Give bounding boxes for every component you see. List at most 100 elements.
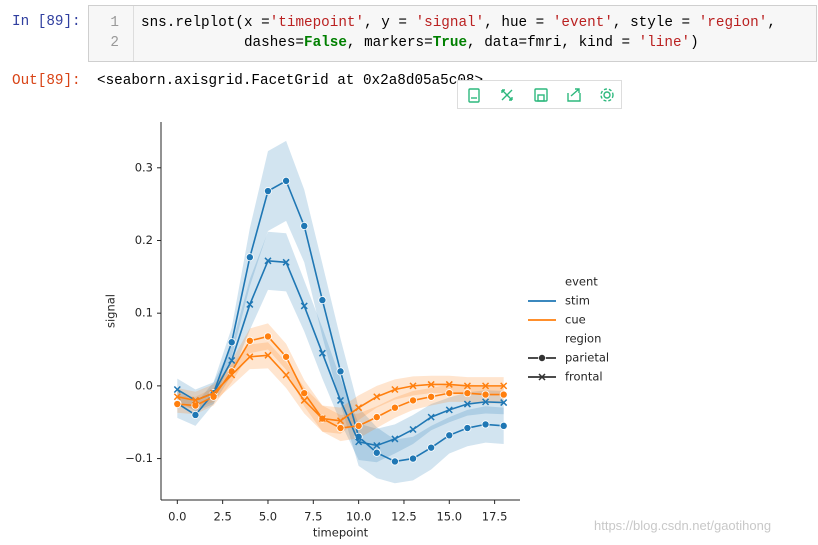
code-token: , style =	[612, 15, 699, 31]
confidence-band	[177, 231, 504, 463]
code-token: 'line'	[638, 35, 691, 51]
marker	[264, 351, 272, 359]
marker	[300, 221, 309, 230]
marker	[538, 373, 546, 381]
marker	[191, 396, 199, 404]
marker	[372, 448, 381, 457]
marker	[336, 367, 345, 376]
toolbar-icons	[468, 88, 614, 103]
toolbar-button[interactable]	[567, 88, 581, 102]
marker	[300, 396, 308, 404]
legend-label: cue	[565, 313, 586, 327]
x-tick-label: 17.5	[482, 510, 508, 524]
code-token: , y =	[364, 15, 416, 31]
marker	[282, 352, 291, 361]
code-token: 'signal'	[415, 15, 485, 31]
marker	[409, 425, 417, 434]
y-tick-label: −0.1	[125, 451, 153, 465]
plot-toolbar	[457, 80, 622, 109]
marker	[463, 424, 472, 433]
marker	[173, 393, 181, 401]
y-tick-label: 0.1	[135, 306, 153, 320]
marker	[173, 385, 181, 394]
marker	[481, 420, 490, 429]
marker	[282, 371, 290, 379]
code-token: )	[690, 35, 699, 51]
input-prompt: In [89]:	[12, 14, 81, 30]
marker	[210, 389, 218, 397]
toolbar-button[interactable]	[600, 88, 614, 102]
marker	[538, 353, 547, 362]
marker	[245, 336, 254, 345]
code-token: , data=fmri, kind =	[467, 35, 639, 51]
marker	[373, 441, 381, 450]
marker	[482, 382, 490, 390]
marker	[300, 302, 308, 310]
marker	[463, 389, 472, 398]
code-token: , markers=	[346, 35, 433, 51]
marker	[263, 187, 272, 196]
marker	[391, 385, 399, 394]
marker	[173, 400, 182, 409]
marker	[499, 421, 508, 430]
confidence-band	[177, 342, 504, 434]
code-cell[interactable]: 1 2 sns.relplot(x ='timepoint', y = 'sig…	[88, 5, 817, 62]
line-gutter: 1 2	[89, 6, 134, 61]
toolbar-button[interactable]	[534, 88, 548, 102]
marker	[336, 396, 345, 404]
marker	[445, 380, 453, 388]
marker	[246, 353, 254, 361]
x-axis-label: timepoint	[313, 526, 369, 540]
x-tick-label: 0.0	[168, 510, 186, 524]
marker	[390, 457, 399, 466]
marker	[463, 382, 471, 390]
x-tick-label: 10.0	[346, 510, 372, 524]
line-number: 2	[110, 35, 119, 51]
watermark: https://blog.csdn.net/gaotihong	[594, 518, 772, 533]
toolbar-button[interactable]	[468, 88, 480, 103]
marker	[227, 338, 236, 347]
marker	[372, 413, 381, 422]
confidence-band	[177, 323, 504, 442]
legend-label: stim	[565, 294, 590, 308]
marker	[191, 401, 200, 410]
x-tick-label: 7.5	[304, 510, 322, 524]
marker	[245, 253, 254, 262]
marker	[336, 424, 345, 433]
output-prompt: Out[89]:	[12, 73, 81, 89]
marker	[228, 371, 236, 379]
code-token: ,	[767, 15, 776, 31]
x-tick-label: 12.5	[391, 510, 417, 524]
code-token: sns.relplot(x =	[141, 15, 270, 31]
y-tick-label: 0.2	[135, 233, 153, 247]
marker	[427, 443, 436, 452]
x-tick-label: 2.5	[213, 510, 231, 524]
marker	[500, 399, 508, 407]
code-token: , hue =	[484, 15, 553, 31]
output-text: <seaborn.axisgrid.FacetGrid at 0x2a8d05a…	[97, 73, 484, 89]
marker	[463, 400, 471, 408]
marker	[409, 454, 418, 463]
marker	[427, 413, 435, 421]
marker	[282, 258, 290, 266]
marker	[445, 406, 453, 414]
toolbar-button[interactable]	[501, 89, 513, 101]
marker	[409, 382, 417, 390]
code-token: True	[432, 35, 468, 51]
code-token: 'event'	[552, 15, 613, 31]
x-tick-label: 15.0	[436, 510, 462, 524]
marker	[500, 382, 508, 390]
marker	[409, 396, 418, 405]
legend-title: region	[565, 332, 601, 346]
marker	[263, 332, 272, 341]
marker	[355, 438, 363, 446]
legend-label: frontal	[565, 370, 603, 384]
y-axis-label: signal	[104, 294, 118, 328]
marker	[318, 296, 327, 305]
y-tick-label: 0.3	[135, 160, 153, 174]
marker	[355, 404, 363, 412]
legend-title: event	[565, 275, 598, 289]
code-token: dashes=	[141, 35, 305, 51]
